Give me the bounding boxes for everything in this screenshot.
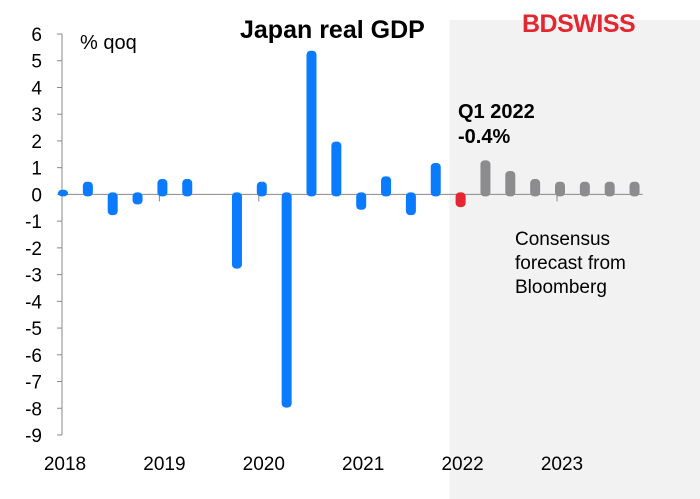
annotation-value: -0.4%: [458, 126, 511, 148]
y-tick-label: -9: [25, 426, 42, 447]
y-tick-label: 2: [31, 132, 42, 153]
y-tick-label: 5: [31, 52, 42, 73]
bar-2021Q2: [381, 176, 392, 197]
bar-2020Q1: [256, 181, 267, 197]
bar-2023Q4: [629, 181, 640, 197]
y-tick-label: 6: [31, 25, 42, 46]
y-tick-label: -4: [25, 292, 42, 313]
bar-2023Q1: [555, 181, 565, 197]
bdswiss-logo: BDSWISS: [522, 10, 636, 38]
y-tick-label: -7: [25, 373, 42, 394]
bar-2019Q4: [231, 192, 242, 269]
bar-2020Q3: [306, 50, 317, 197]
y-tick-label: -2: [25, 239, 42, 260]
y-tick-label: 4: [31, 78, 42, 99]
bar-2021Q3: [405, 192, 416, 216]
y-tick-label: -1: [25, 212, 42, 233]
bar-2019Q1: [157, 179, 168, 197]
bar-2018Q1: [58, 189, 68, 197]
x-tick-label: 2018: [44, 454, 86, 475]
y-axis-label: % qoq: [80, 32, 137, 54]
y-tick-label: 3: [31, 105, 42, 126]
y-tick-label: 0: [31, 185, 42, 206]
x-tick-label: 2020: [243, 454, 285, 475]
bar-2020Q2: [281, 192, 292, 408]
bar-2018Q2: [82, 181, 93, 197]
x-tick-label: 2022: [441, 454, 483, 475]
bar-2021Q4: [430, 162, 441, 197]
bar-2022Q3: [505, 171, 516, 197]
x-tick-label: 2023: [541, 454, 583, 475]
bar-2023Q2: [579, 181, 590, 197]
chart-title: Japan real GDP: [240, 16, 425, 44]
bar-2020Q4: [331, 141, 342, 197]
y-tick-label: -6: [25, 346, 42, 367]
forecast-shade: [449, 20, 700, 499]
bar-2018Q3: [107, 192, 118, 216]
x-tick-label: 2019: [143, 454, 185, 475]
bar-2022Q1: [455, 192, 466, 208]
y-tick-label: -5: [25, 319, 42, 340]
bar-2022Q4: [530, 179, 541, 197]
annotation-quarter: Q1 2022: [458, 101, 535, 123]
latest-annotation: Q1 2022 -0.4%: [458, 100, 535, 150]
y-tick-label: -3: [25, 266, 42, 287]
forecast-note: Consensus forecast from Bloomberg: [515, 229, 626, 298]
bar-2019Q2: [182, 179, 193, 197]
bar-2023Q3: [604, 181, 615, 197]
y-tick-label: -8: [25, 399, 42, 420]
bar-2021Q1: [356, 192, 367, 210]
x-tick-label: 2021: [342, 454, 384, 475]
y-tick-label: 1: [31, 159, 42, 180]
bar-2022Q2: [480, 160, 491, 197]
bar-2018Q4: [132, 192, 143, 205]
